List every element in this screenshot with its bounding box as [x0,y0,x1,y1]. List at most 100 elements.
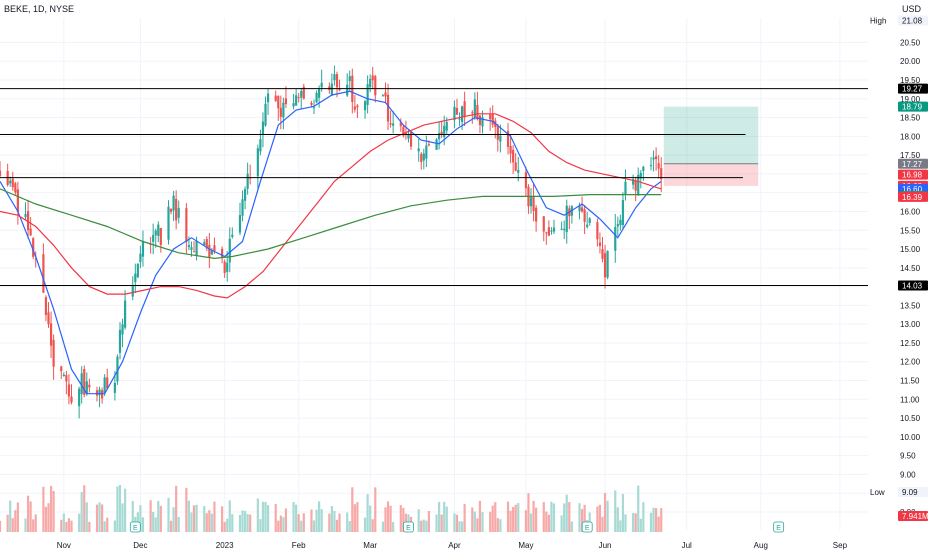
volume-bar [381,521,385,532]
candle-body [353,106,356,110]
volume-bar [422,519,425,532]
candle-body [103,377,106,393]
axis-price-flag [898,511,928,521]
volume-bar [0,520,2,532]
volume-bar [157,500,160,532]
volume-bar [425,520,428,532]
candle-body [596,222,599,240]
volume-bar [655,508,658,532]
x-tick-label: Nov [57,541,71,550]
candle-body [152,234,155,242]
volume-bar [256,498,259,532]
candle-body [445,121,448,131]
candle-body [118,329,122,353]
volume-bar [195,504,198,532]
candle-body [655,156,658,160]
y-tick-label: 13.50 [900,301,921,310]
volume-bar [315,509,318,532]
axis-price-flag [898,191,928,202]
candle-body [478,115,482,125]
candle-body [14,183,17,193]
candle-body [455,107,459,115]
candle-body [363,101,367,111]
volume-bar [113,520,116,532]
volume-bar [453,513,456,532]
candle-body [366,84,369,105]
volume-bar [11,518,14,532]
volume-bar [175,485,178,532]
volume-bar [509,510,512,532]
candle-body [274,95,277,101]
volume-bar [606,500,609,532]
candle-body [238,215,242,233]
volume-bar [598,504,602,532]
candle-body [85,381,88,395]
y-tick-label: 16.00 [900,207,921,216]
y-tick-label: 18.50 [900,114,921,123]
volume-bar [185,487,188,532]
volume-bar [552,503,556,532]
candle-body [404,133,408,135]
axis-price-value: 14.03 [902,281,923,290]
candle-body [134,273,137,283]
candle-body [9,180,12,184]
candle-body [545,232,548,234]
volume-bar [440,514,443,532]
volume-bar [338,513,341,532]
y-tick-label: 19.50 [900,76,921,85]
volume-bar [213,501,216,532]
x-tick-label: May [518,541,533,550]
candle-body [443,125,446,138]
volume-bar [649,512,653,532]
candle-body [256,148,259,177]
volume-bar [389,505,392,532]
y-tick-label: 10.00 [900,433,921,442]
candle-body [318,88,321,98]
volume-bar [578,503,581,532]
candle-body [154,230,157,236]
x-tick-label: Jul [682,541,692,550]
candle-body [619,219,622,225]
candle-body [603,253,607,278]
volume-bar [44,506,48,532]
volume-bar [241,510,244,532]
candle-body [427,144,430,146]
candle-body [634,180,637,191]
moving-average-line [0,188,662,260]
candle-body [95,390,99,396]
volume-bar [98,502,101,532]
candle-body [578,205,581,212]
earnings-icon [581,521,593,533]
candle-body [330,83,333,96]
earnings-label: E [133,525,138,532]
volume-bar [238,514,242,532]
candle-body [210,250,213,255]
volume-bar [123,488,127,532]
symbol-title[interactable]: BEKE, 1D, NYSE [4,4,75,14]
volume-bar [328,513,331,532]
volume-bar [205,513,208,532]
candle-body [399,122,402,127]
axis-price-flag [898,280,928,291]
volume-bar [580,509,584,532]
candle-body [563,228,566,231]
volume-bar [192,505,196,532]
candle-body [535,207,538,222]
volume-bar [532,500,535,532]
volume-bar [568,502,571,532]
candle-body [136,263,139,278]
volume-bar [596,506,599,532]
candle-body [565,205,568,233]
volume-bar [118,484,122,532]
candle-body [67,384,71,397]
axis-price-value: 19.27 [902,85,923,94]
volume-bar [489,511,492,532]
candle-body [60,366,63,372]
position-target-zone [663,106,759,164]
volume-bar [159,505,162,532]
volume-bar [351,487,354,532]
volume-bar [335,519,339,532]
y-tick-label: 13.00 [900,320,921,329]
volume-bar [65,521,68,532]
